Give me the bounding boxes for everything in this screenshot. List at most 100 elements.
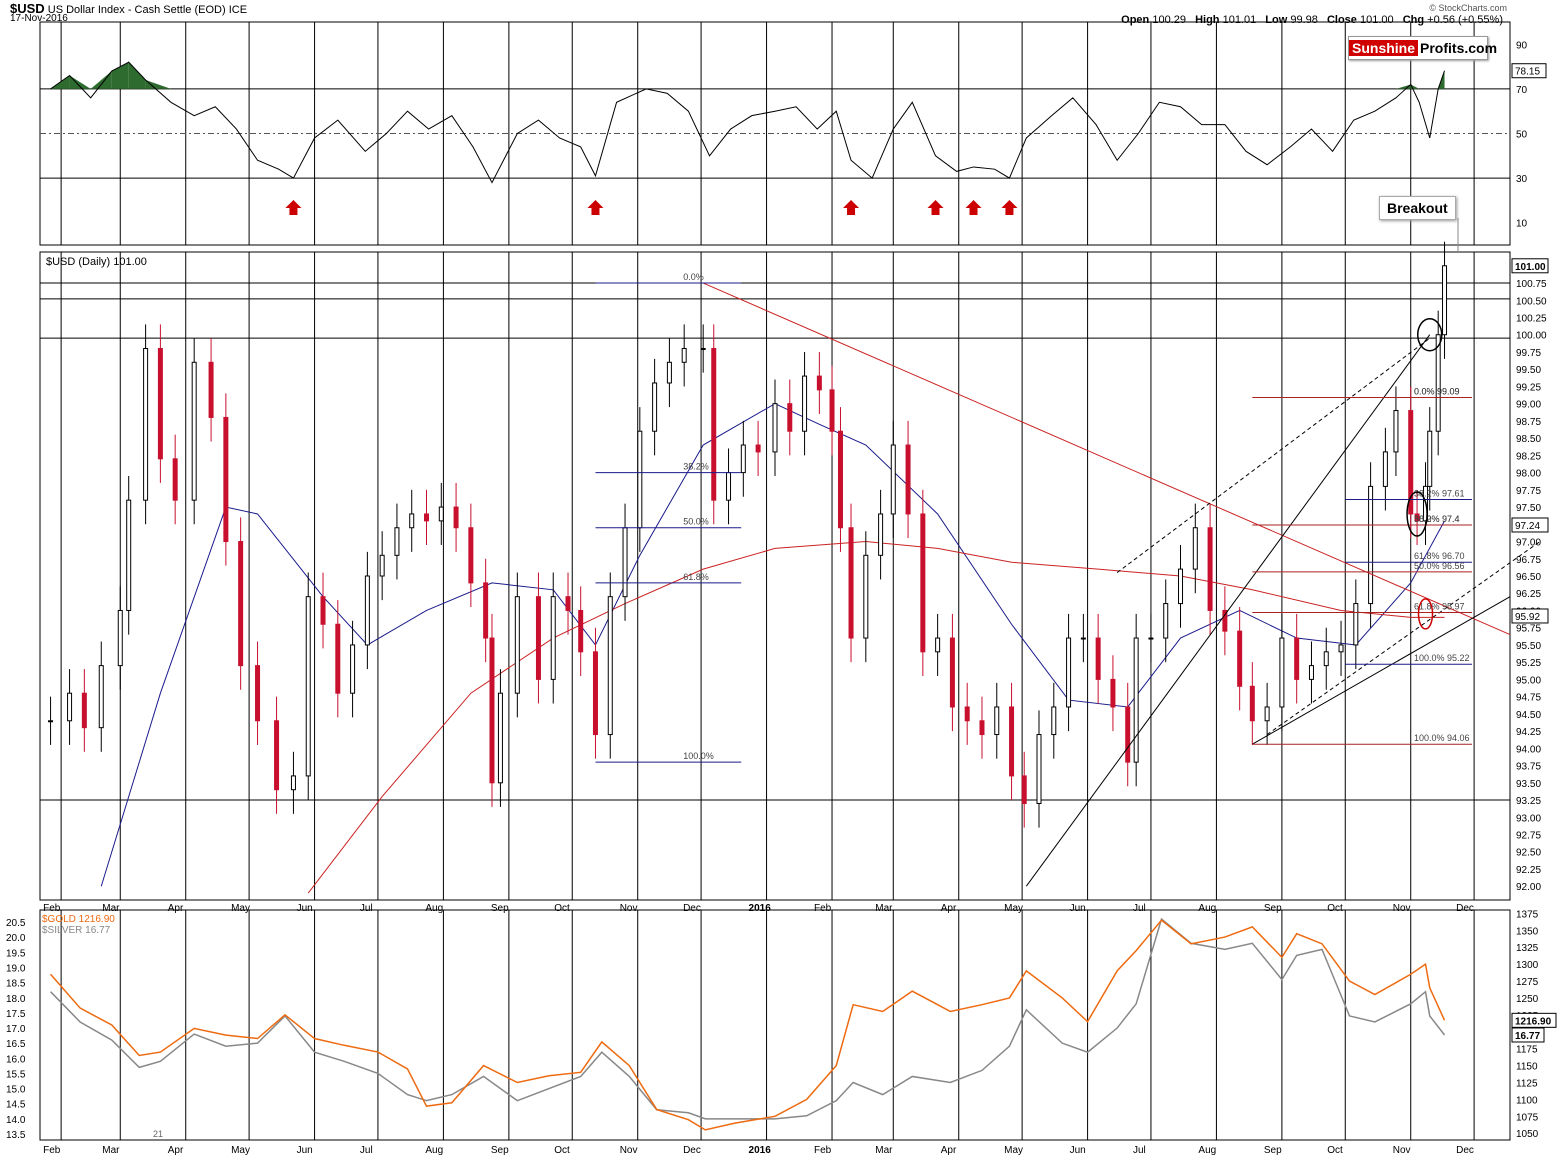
candle-body [514, 596, 520, 694]
silver-last-tag [1511, 1027, 1545, 1043]
month-label: Apr [941, 903, 957, 914]
candle-body [1249, 685, 1255, 722]
fib-label: 38.2% 97.61 [1414, 488, 1465, 498]
price-tick-label: 93.25 [1516, 796, 1541, 807]
candle-body [848, 527, 854, 639]
candle-body [1353, 603, 1359, 646]
candle-body [1435, 334, 1441, 432]
candle-body [1110, 678, 1116, 708]
candle-body [666, 361, 672, 384]
month-label: Jul [1133, 903, 1146, 914]
ma200-line [307, 541, 1445, 894]
month-label-bottom: Nov [620, 1145, 638, 1156]
price-tick-label: 95.50 [1516, 641, 1541, 652]
ma50-line [100, 403, 1445, 887]
candle-body [350, 644, 356, 694]
silver-tick-label: 14.5 [6, 1100, 26, 1111]
chart-date: 17-Nov-2016 [10, 13, 68, 24]
silver-tick-label: 19.5 [6, 948, 26, 959]
exchange: ICE [228, 4, 248, 16]
candle-body [483, 582, 489, 639]
rsi-tick-label: 30 [1516, 174, 1528, 185]
silver-tick-label: 17.0 [6, 1024, 26, 1035]
month-label: Feb [43, 903, 61, 914]
candle-body [1308, 665, 1314, 680]
month-label-bottom: Jun [1070, 1145, 1086, 1156]
rsi-signal-arrow-icon [1001, 200, 1018, 215]
candle-body [863, 554, 869, 639]
fib-label: 100.0% [683, 751, 714, 761]
price-tag-text: 101.00 [1515, 262, 1546, 273]
price-tick-label: 99.25 [1516, 382, 1541, 393]
silver-tick-label: 14.0 [6, 1115, 26, 1126]
candle-body [1338, 644, 1344, 653]
candle-body [81, 692, 87, 729]
candle-body [1080, 637, 1086, 640]
candle-body [1095, 637, 1101, 680]
candle-body [191, 361, 197, 501]
candle-body [48, 720, 54, 723]
rising-channel-dashed-line [1116, 337, 1431, 573]
rsi-overbought-fill [128, 62, 146, 89]
candle-body [878, 513, 884, 556]
fib-label: 50.0% 96.56 [1414, 561, 1465, 571]
silver-line [50, 917, 1446, 1120]
month-label-bottom: May [1004, 1145, 1023, 1156]
gold-tick-label: 1325 [1516, 943, 1539, 954]
candle-body [890, 444, 896, 515]
price-tag-text: 95.92 [1515, 612, 1540, 623]
fib-label: 0.0% 99.09 [1414, 386, 1460, 396]
rsi-overbought-fill [145, 79, 171, 89]
high-value: 101.01 [1222, 14, 1257, 26]
month-label: Jun [297, 903, 313, 914]
gold-tick-label: 1075 [1516, 1112, 1539, 1123]
main-panel-label: $USD (Daily) 101.00 [46, 256, 147, 268]
candle-body [489, 637, 495, 784]
candle-body [453, 506, 459, 529]
open-label: Open [1121, 14, 1150, 26]
month-label: Jul [360, 903, 373, 914]
candle-body [238, 541, 244, 667]
candle-body [1323, 651, 1329, 667]
candle-body [787, 403, 793, 432]
candle-body [622, 527, 628, 598]
month-label: Aug [1198, 903, 1216, 914]
candle-body [565, 596, 571, 611]
candle-body [1207, 527, 1213, 611]
price-tick-label: 98.25 [1516, 451, 1541, 462]
rising-channel-line [1025, 334, 1431, 887]
month-label-bottom: Jul [1133, 1145, 1146, 1156]
fib-label: 0.0% 99.09 [1414, 386, 1460, 396]
price-tag-box [1511, 517, 1549, 533]
rsi-signal-arrow-icon [587, 200, 604, 215]
close-value: 101.00 [1359, 14, 1394, 26]
candle-body [335, 623, 341, 694]
fib-label: 38.2% [683, 462, 709, 472]
candle-body [409, 513, 415, 529]
price-tick-label: 95.00 [1516, 675, 1541, 686]
price-tick-label: 94.50 [1516, 710, 1541, 721]
silver-tick-label: 18.0 [6, 994, 26, 1005]
symbol: $USD [10, 1, 45, 16]
candle-body [438, 506, 444, 522]
candle-body [1148, 637, 1154, 640]
gold-legend: $GOLD 1216.90 [42, 914, 115, 925]
silver-tick-label: 16.0 [6, 1054, 26, 1065]
candle-body [1036, 734, 1042, 804]
sunshine-profits-logo: Sunshine Profits.com [1348, 36, 1497, 60]
month-label: Oct [554, 903, 570, 914]
month-label-bottom: Apr [941, 1145, 957, 1156]
rsi-tick-label: 50 [1516, 130, 1528, 141]
logo-part-1: Sunshine [1349, 40, 1419, 56]
candle-body [157, 348, 163, 460]
metals-legend: $GOLD 1216.90 $SILVER 16.77 [42, 914, 115, 936]
gold-tag-box [1511, 1012, 1557, 1028]
price-tick-label: 98.75 [1516, 417, 1541, 428]
candle-body [802, 375, 808, 432]
price-tick-label: 93.50 [1516, 779, 1541, 790]
candle-body [274, 720, 280, 791]
candle-body [935, 637, 941, 653]
breakout-callout: Breakout [1379, 196, 1456, 220]
price-tick-label: 99.50 [1516, 365, 1541, 376]
panel-corner-label: 21 [153, 1129, 163, 1139]
